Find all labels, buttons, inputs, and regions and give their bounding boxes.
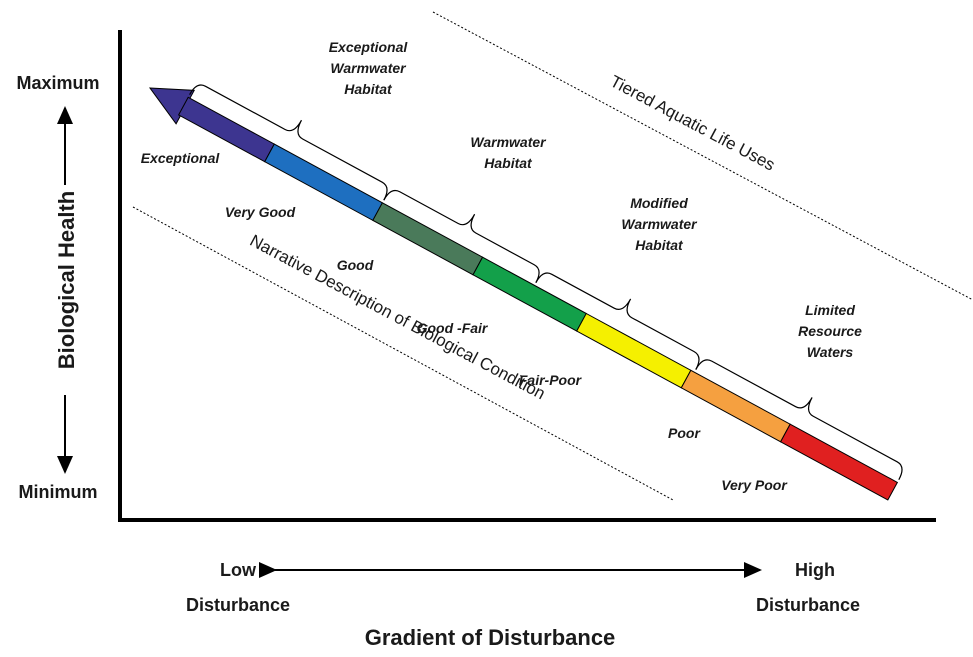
band-segment xyxy=(779,423,899,501)
condition-label: Very Poor xyxy=(721,477,788,493)
use-label: Habitat xyxy=(484,155,533,171)
condition-arrow xyxy=(148,84,903,501)
use-label: Modified xyxy=(630,195,688,211)
condition-label: Exceptional xyxy=(141,150,221,166)
x-high: Disturbance xyxy=(756,595,860,615)
x-low: Disturbance xyxy=(186,595,290,615)
use-label: Warmwater xyxy=(621,216,698,232)
use-label: Waters xyxy=(807,344,854,360)
use-label: Exceptional xyxy=(329,39,409,55)
brace xyxy=(189,84,388,201)
y-min: Minimum xyxy=(19,482,98,502)
condition-label: Poor xyxy=(668,425,701,441)
use-label: Habitat xyxy=(344,81,393,97)
use-label: Resource xyxy=(798,323,862,339)
x-axis-label: Gradient of Disturbance xyxy=(365,625,616,650)
y-max: Maximum xyxy=(16,73,99,93)
dotted-line xyxy=(432,11,973,301)
band-segment xyxy=(472,256,587,332)
band-segment xyxy=(576,312,692,389)
condition-label: Fair-Poor xyxy=(519,372,583,388)
use-label: Habitat xyxy=(635,237,684,253)
use-label: Limited xyxy=(805,302,855,318)
conditions-label: Narrative Description of Biological Cond… xyxy=(247,231,549,403)
y-axis-label: Biological Health xyxy=(54,191,79,369)
uses-label: Tiered Aquatic Life Uses xyxy=(607,72,778,175)
condition-label: Very Good xyxy=(225,204,296,220)
x-low: Low xyxy=(220,560,257,580)
brace xyxy=(535,272,700,370)
x-high: High xyxy=(795,560,835,580)
band-segment xyxy=(372,202,484,276)
use-label: Warmwater xyxy=(470,134,547,150)
use-label: Warmwater xyxy=(330,60,407,76)
dotted-line xyxy=(132,206,674,501)
brace xyxy=(695,359,903,481)
condition-label: Good -Fair xyxy=(417,320,489,336)
condition-label: Good xyxy=(337,257,374,273)
